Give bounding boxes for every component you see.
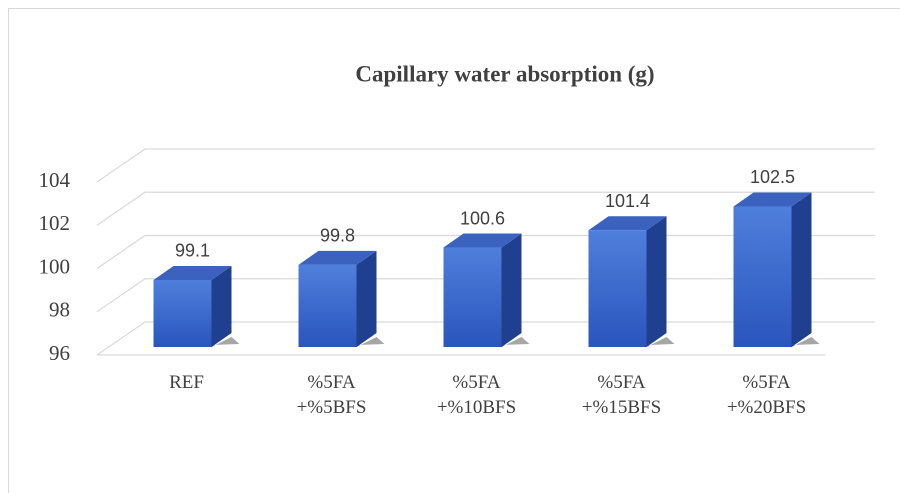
value-label: 99.1 — [175, 241, 210, 261]
bar-side — [356, 250, 377, 347]
bar-side — [791, 192, 812, 347]
bar-side — [501, 233, 522, 347]
bar — [298, 264, 357, 347]
bar — [443, 247, 502, 347]
y-tick-label: 104 — [39, 168, 71, 192]
chart-frame — [8, 8, 900, 493]
x-tick-label: %5FA +%5BFS — [296, 372, 367, 418]
bar-side — [646, 216, 667, 347]
grid-line — [96, 148, 875, 183]
y-tick-label: 102 — [39, 211, 71, 235]
bar-top — [588, 216, 667, 231]
bar-shadow — [157, 337, 240, 347]
y-tick-label: 96 — [49, 341, 70, 365]
value-label: 101.4 — [605, 191, 650, 211]
bar — [153, 279, 212, 347]
bar-side — [211, 265, 232, 347]
bar-top — [298, 250, 377, 265]
bar — [733, 206, 792, 347]
bar-shadow — [737, 337, 820, 347]
bar-top — [153, 265, 232, 280]
x-tick-label: %5FA +%20BFS — [726, 372, 807, 418]
bar-shadow — [592, 337, 675, 347]
x-tick-label: REF — [169, 372, 204, 393]
grid-line — [96, 191, 875, 226]
bar-top — [733, 192, 812, 207]
value-label: 102.5 — [750, 167, 795, 187]
x-tick-label: %5FA +%10BFS — [436, 372, 517, 418]
y-tick-label: 98 — [49, 298, 70, 322]
chart-title: Capillary water absorption (g) — [355, 61, 654, 86]
bar-shadow — [447, 337, 530, 347]
x-tick-label: %5FA +%15BFS — [581, 372, 662, 418]
y-tick-label: 100 — [39, 254, 71, 278]
value-label: 99.8 — [320, 226, 355, 246]
value-label: 100.6 — [460, 208, 505, 228]
bar-shadow — [302, 337, 385, 347]
bar-top — [443, 233, 522, 248]
bar — [588, 230, 647, 347]
